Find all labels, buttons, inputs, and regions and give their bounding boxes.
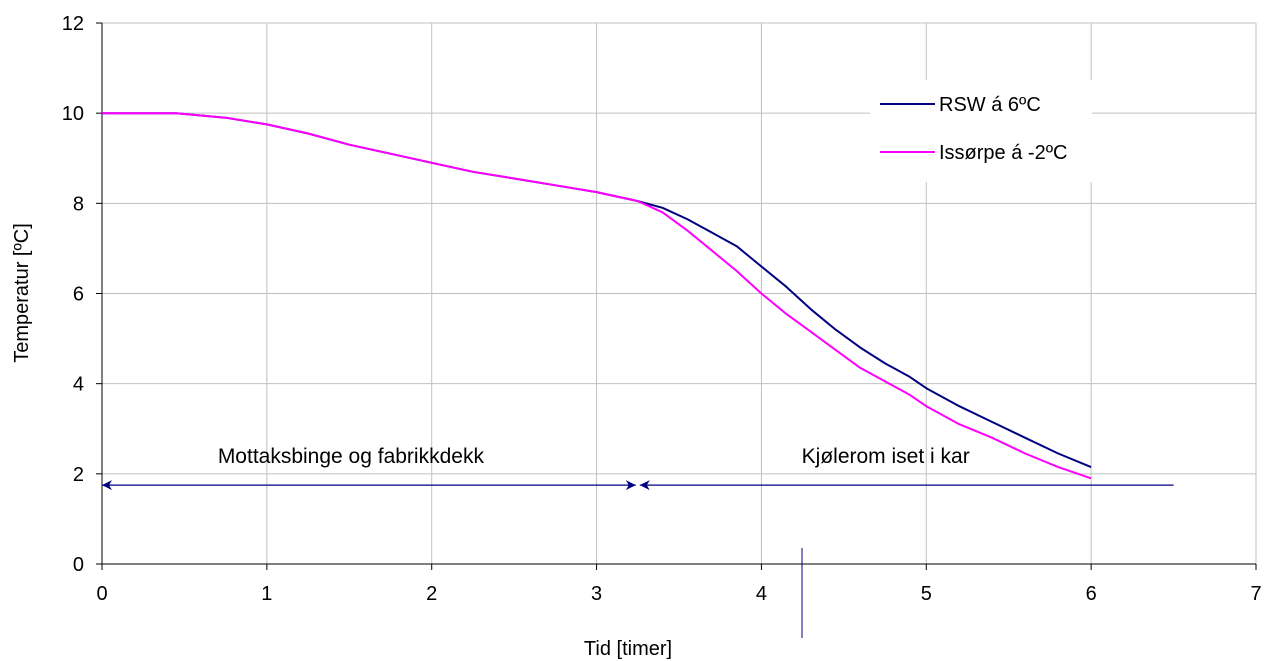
x-tick-label: 7 — [1250, 583, 1261, 605]
y-tick-label: 0 — [73, 554, 84, 576]
legend-background — [870, 80, 1092, 182]
legend-label-rsw: RSW á 6ºC — [939, 94, 1041, 116]
x-tick-label: 4 — [756, 583, 767, 605]
y-axis-label: Temperatur [ºC] — [11, 223, 33, 363]
legend: RSW á 6ºC Issørpe á -2ºC — [870, 80, 1092, 182]
series-lines — [102, 112, 1092, 480]
x-tick-label: 0 — [96, 583, 107, 605]
x-axis-label: Tid [timer] — [584, 638, 672, 660]
legend-label-issorpe: Issørpe á -2ºC — [939, 142, 1067, 164]
y-tick-label: 10 — [62, 103, 84, 125]
y-tick-label: 2 — [73, 464, 84, 486]
x-tick-label: 1 — [261, 583, 272, 605]
series-line-1 — [102, 112, 1092, 480]
x-tick-label: 3 — [591, 583, 602, 605]
x-tick-label: 2 — [426, 583, 437, 605]
annotation-label-0: Mottaksbinge og fabrikkdekk — [218, 445, 485, 468]
y-tick-label: 12 — [62, 13, 84, 35]
x-tick-label: 6 — [1086, 583, 1097, 605]
annotation-label-1: Kjølerom iset i kar — [802, 445, 970, 468]
y-tick-label: 8 — [73, 193, 84, 215]
y-tick-label: 4 — [73, 374, 84, 396]
x-tick-label: 5 — [921, 583, 932, 605]
annotations: Mottaksbinge og fabrikkdekk Kjølerom iset… — [102, 445, 1174, 638]
y-tick-label: 6 — [73, 284, 84, 306]
